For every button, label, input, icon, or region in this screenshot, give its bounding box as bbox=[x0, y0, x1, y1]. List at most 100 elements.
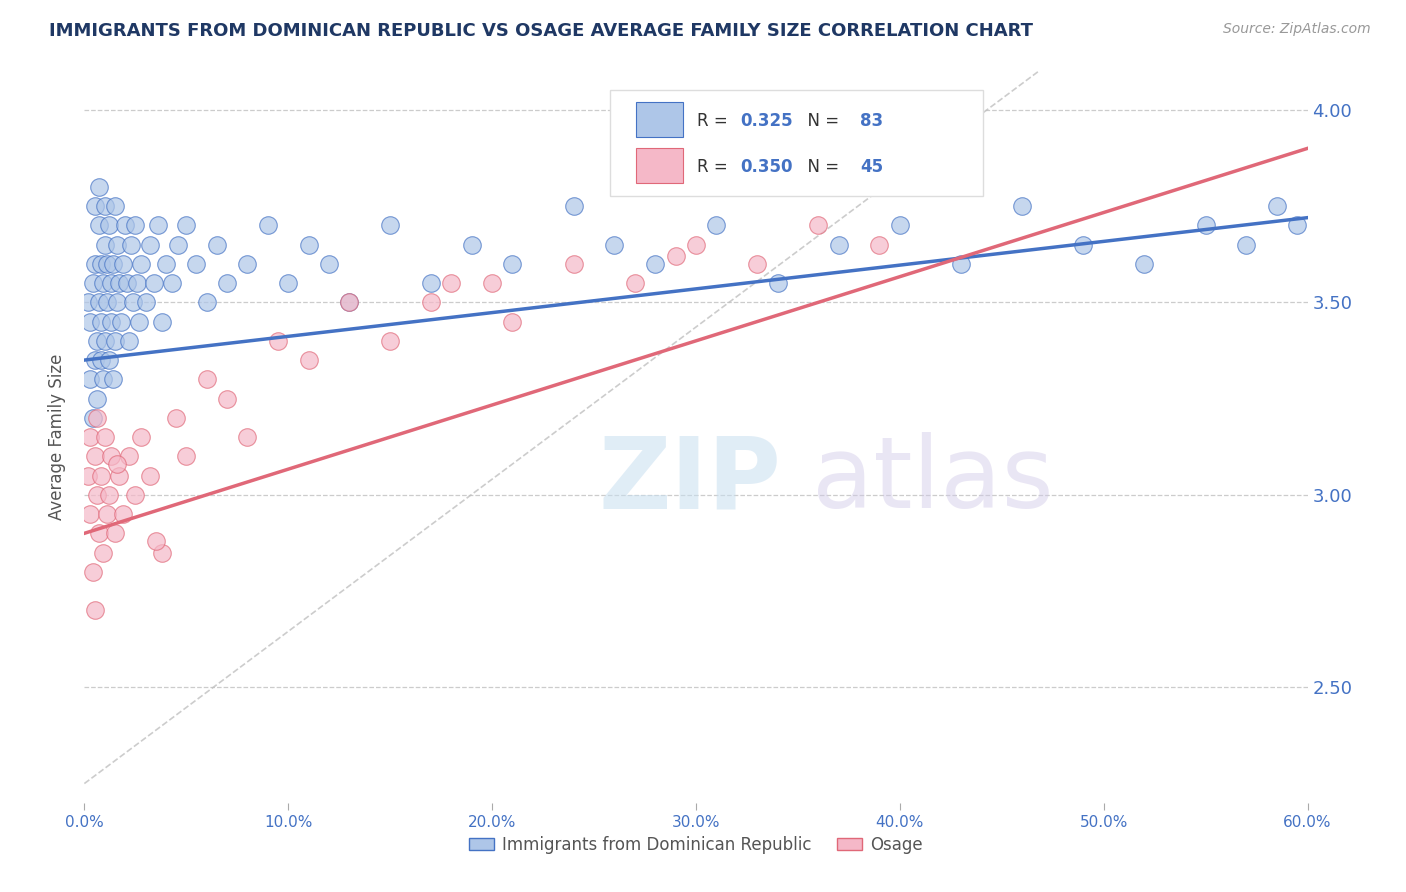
Point bbox=[101, 257, 124, 271]
Text: 0.350: 0.350 bbox=[740, 159, 793, 177]
Point bbox=[77, 295, 100, 310]
Point bbox=[90, 257, 112, 271]
Point bbox=[440, 276, 463, 290]
Point bbox=[79, 372, 101, 386]
Text: 0.325: 0.325 bbox=[740, 112, 793, 130]
Text: 45: 45 bbox=[860, 159, 883, 177]
Text: N =: N = bbox=[797, 112, 845, 130]
Text: N =: N = bbox=[797, 159, 845, 177]
Point bbox=[127, 276, 149, 290]
Point bbox=[91, 372, 114, 386]
Point bbox=[766, 276, 789, 290]
Point bbox=[97, 219, 120, 233]
Text: ZIP: ZIP bbox=[598, 433, 780, 530]
Point bbox=[155, 257, 177, 271]
Text: IMMIGRANTS FROM DOMINICAN REPUBLIC VS OSAGE AVERAGE FAMILY SIZE CORRELATION CHAR: IMMIGRANTS FROM DOMINICAN REPUBLIC VS OS… bbox=[49, 22, 1033, 40]
Point bbox=[96, 257, 118, 271]
Point bbox=[160, 276, 183, 290]
Point bbox=[807, 219, 830, 233]
Point bbox=[318, 257, 340, 271]
Point bbox=[91, 276, 114, 290]
Point bbox=[339, 295, 361, 310]
Point bbox=[118, 334, 141, 348]
Point bbox=[146, 219, 169, 233]
Point bbox=[90, 468, 112, 483]
Point bbox=[481, 276, 503, 290]
Point bbox=[100, 450, 122, 464]
Point bbox=[562, 257, 585, 271]
Point bbox=[82, 410, 104, 425]
Point bbox=[96, 507, 118, 521]
Point bbox=[1286, 219, 1309, 233]
Point bbox=[174, 219, 197, 233]
Point bbox=[87, 179, 110, 194]
Point bbox=[145, 534, 167, 549]
Point bbox=[195, 295, 218, 310]
Point bbox=[120, 237, 142, 252]
FancyBboxPatch shape bbox=[610, 90, 983, 195]
Point bbox=[277, 276, 299, 290]
Point bbox=[105, 237, 128, 252]
Point bbox=[83, 199, 105, 213]
Point bbox=[101, 372, 124, 386]
Point bbox=[298, 237, 321, 252]
Point bbox=[90, 353, 112, 368]
Point bbox=[93, 430, 115, 444]
Point bbox=[186, 257, 208, 271]
Point bbox=[93, 334, 115, 348]
Point bbox=[93, 199, 115, 213]
Point bbox=[747, 257, 769, 271]
Point bbox=[267, 334, 290, 348]
Point bbox=[502, 315, 524, 329]
Point bbox=[82, 565, 104, 579]
Point bbox=[105, 295, 128, 310]
Point bbox=[93, 237, 115, 252]
Text: 83: 83 bbox=[860, 112, 883, 130]
Point bbox=[83, 353, 105, 368]
Point bbox=[950, 257, 973, 271]
Point bbox=[131, 257, 153, 271]
Point bbox=[77, 468, 100, 483]
Point bbox=[110, 315, 132, 329]
Point bbox=[150, 315, 173, 329]
Point bbox=[87, 219, 110, 233]
Point bbox=[108, 468, 131, 483]
Point bbox=[624, 276, 647, 290]
Point bbox=[82, 276, 104, 290]
Point bbox=[1073, 237, 1095, 252]
Point bbox=[87, 526, 110, 541]
Point bbox=[87, 295, 110, 310]
Point bbox=[380, 334, 402, 348]
Point bbox=[138, 468, 160, 483]
Text: Source: ZipAtlas.com: Source: ZipAtlas.com bbox=[1223, 22, 1371, 37]
Point bbox=[86, 334, 108, 348]
Point bbox=[236, 430, 259, 444]
Point bbox=[174, 450, 197, 464]
Point bbox=[108, 276, 131, 290]
Point bbox=[165, 410, 187, 425]
Point bbox=[135, 295, 157, 310]
Point bbox=[869, 237, 891, 252]
Point bbox=[91, 545, 114, 559]
Legend: Immigrants from Dominican Republic, Osage: Immigrants from Dominican Republic, Osag… bbox=[463, 829, 929, 860]
Point bbox=[217, 276, 239, 290]
Point bbox=[142, 276, 165, 290]
Point bbox=[115, 276, 138, 290]
Point bbox=[1265, 199, 1288, 213]
Point bbox=[644, 257, 666, 271]
Point bbox=[100, 315, 122, 329]
Bar bbox=[636, 148, 682, 184]
Point bbox=[100, 276, 122, 290]
Point bbox=[236, 257, 259, 271]
Point bbox=[138, 237, 160, 252]
Point bbox=[83, 450, 105, 464]
Point bbox=[1195, 219, 1218, 233]
Bar bbox=[636, 102, 682, 137]
Y-axis label: Average Family Size: Average Family Size bbox=[48, 354, 66, 520]
Text: R =: R = bbox=[697, 112, 733, 130]
Point bbox=[118, 450, 141, 464]
Point bbox=[124, 219, 146, 233]
Point bbox=[114, 219, 136, 233]
Point bbox=[79, 430, 101, 444]
Point bbox=[461, 237, 484, 252]
